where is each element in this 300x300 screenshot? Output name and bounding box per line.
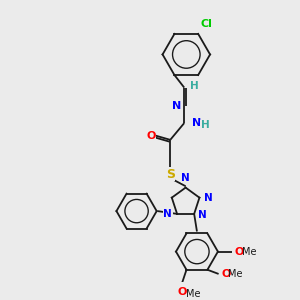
Text: N: N [163, 209, 172, 219]
Text: N: N [192, 118, 201, 128]
Text: H: H [201, 120, 210, 130]
Text: O: O [234, 247, 244, 256]
Text: Cl: Cl [200, 19, 212, 29]
Text: S: S [166, 168, 175, 181]
Text: Me: Me [186, 289, 200, 299]
Text: Me: Me [242, 247, 256, 256]
Text: N: N [198, 210, 207, 220]
Text: N: N [172, 101, 181, 111]
Text: O: O [146, 130, 155, 141]
Text: O: O [178, 286, 187, 296]
Text: Me: Me [228, 269, 243, 279]
Text: O: O [221, 269, 230, 279]
Text: N: N [204, 193, 212, 202]
Text: N: N [181, 173, 190, 183]
Text: H: H [190, 81, 199, 91]
